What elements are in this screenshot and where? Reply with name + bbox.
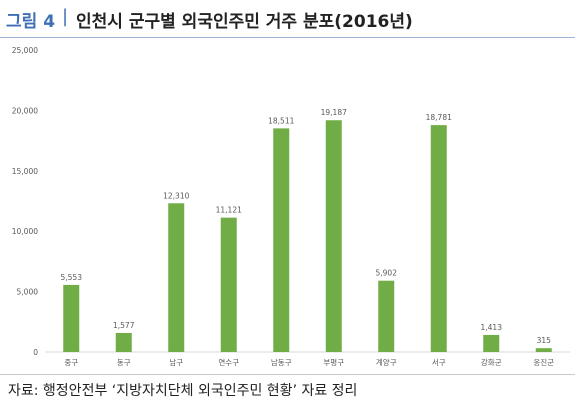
x-tick-label: 남동구 (271, 358, 292, 367)
bar-8 (430, 125, 447, 352)
y-tick-label: 20,000 (12, 106, 38, 115)
bar-4 (220, 217, 237, 352)
bar-2 (115, 332, 132, 352)
bar-10 (535, 348, 552, 352)
chart-bottom-border (0, 374, 575, 375)
data-label: 18,511 (268, 116, 294, 125)
x-tick-label: 중구 (64, 358, 78, 367)
data-label: 19,187 (321, 108, 347, 117)
data-label: 5,553 (61, 273, 83, 282)
data-label: 5,902 (376, 269, 398, 278)
data-label: 12,310 (163, 191, 189, 200)
x-tick-label: 동구 (117, 358, 131, 367)
x-tick-label: 강화군 (481, 357, 502, 367)
data-label: 315 (537, 336, 552, 345)
bar-5 (273, 128, 290, 352)
figure-label: 그림 4 (6, 12, 56, 32)
title-underline (0, 37, 575, 38)
y-tick-label: 25,000 (12, 46, 38, 55)
bar-6 (325, 120, 342, 352)
y-tick-label: 0 (33, 348, 38, 357)
x-tick-label: 남구 (169, 358, 183, 367)
bar-9 (483, 334, 500, 352)
x-tick-label: 계양구 (376, 357, 397, 367)
x-tick-label: 연수구 (218, 358, 239, 367)
chart-svg: 0 5,000 10,000 15,000 20,000 25,000 5,553 중구 1,5… (12, 46, 570, 367)
bar-1 (63, 284, 80, 352)
bar-chart: 0 5,000 10,000 15,000 20,000 25,000 5,553 중구 1,5… (0, 40, 575, 372)
data-label: 1,577 (113, 321, 135, 330)
x-tick-label: 옹진군 (533, 357, 554, 367)
bar-7 (378, 280, 395, 352)
data-label: 11,121 (216, 206, 242, 215)
figure-title: 인천시 군구별 외국인주민 거주 분포(2016년) (76, 12, 413, 32)
x-tick-label: 부평구 (323, 357, 344, 367)
x-tick-label: 서구 (432, 358, 446, 367)
y-tick-label: 10,000 (12, 227, 38, 236)
bar-3 (168, 203, 185, 352)
data-label: 1,413 (481, 323, 503, 332)
figure-title-bar: 그림 4 | 인천시 군구별 외국인주민 거주 분포(2016년) (0, 0, 575, 36)
data-label: 18,781 (426, 113, 452, 122)
figure-label-separator: | (62, 6, 69, 27)
source-note: 자료: 행정안전부 ‘지방자치단체 외국인주민 현황’ 자료 정리 (8, 383, 358, 399)
y-tick-label: 5,000 (17, 288, 39, 297)
y-tick-label: 15,000 (12, 167, 38, 176)
